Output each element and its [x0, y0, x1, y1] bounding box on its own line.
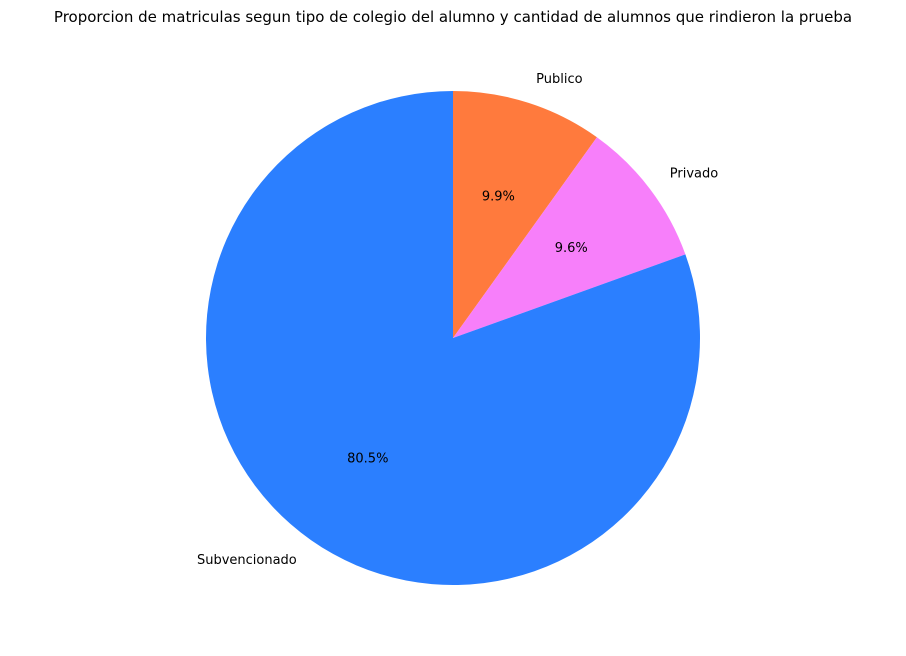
percent-label-publico: 9.9%: [482, 189, 515, 204]
pie-slice-publico: [453, 91, 597, 338]
percent-labels: 9.9% 9.6% 80.5%: [347, 189, 588, 466]
category-label-privado: Privado: [670, 167, 718, 182]
category-labels: Publico Privado Subvencionado: [197, 72, 718, 568]
chart-title: Proporcion de matriculas segun tipo de c…: [54, 8, 852, 26]
percent-label-subvencionado: 80.5%: [347, 452, 388, 467]
pie-slice-subvencionado: [205, 91, 701, 585]
category-label-subvencionado: Subvencionado: [197, 553, 297, 568]
pie-slice-privado: [453, 137, 686, 338]
percent-label-privado: 9.6%: [555, 241, 588, 256]
pie-slices: [205, 91, 701, 585]
category-label-publico: Publico: [536, 72, 582, 87]
